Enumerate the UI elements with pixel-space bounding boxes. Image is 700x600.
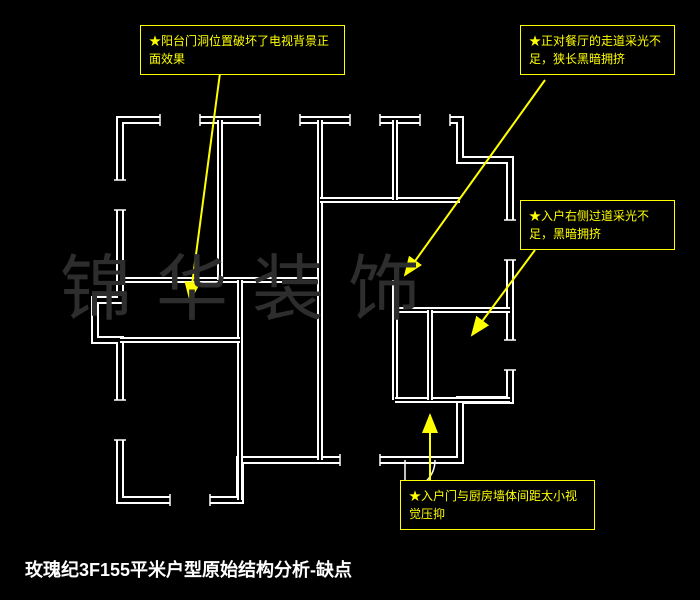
annotation-arrows [190, 73, 545, 480]
diagram-title: 玫瑰纪3F155平米户型原始结构分析-缺点 [25, 556, 352, 582]
floorplan-walls [95, 114, 516, 506]
anno-2: ★正对餐厅的走道采光不足，狭长黑暗拥挤 [520, 25, 675, 75]
anno-1: ★阳台门洞位置破坏了电视背景正面效果 [140, 25, 345, 75]
anno-4: ★入户门与厨房墙体间距太小视觉压抑 [400, 480, 595, 530]
floorplan-canvas [0, 0, 700, 600]
anno-3: ★入户右侧过道采光不足，黑暗拥挤 [520, 200, 675, 250]
